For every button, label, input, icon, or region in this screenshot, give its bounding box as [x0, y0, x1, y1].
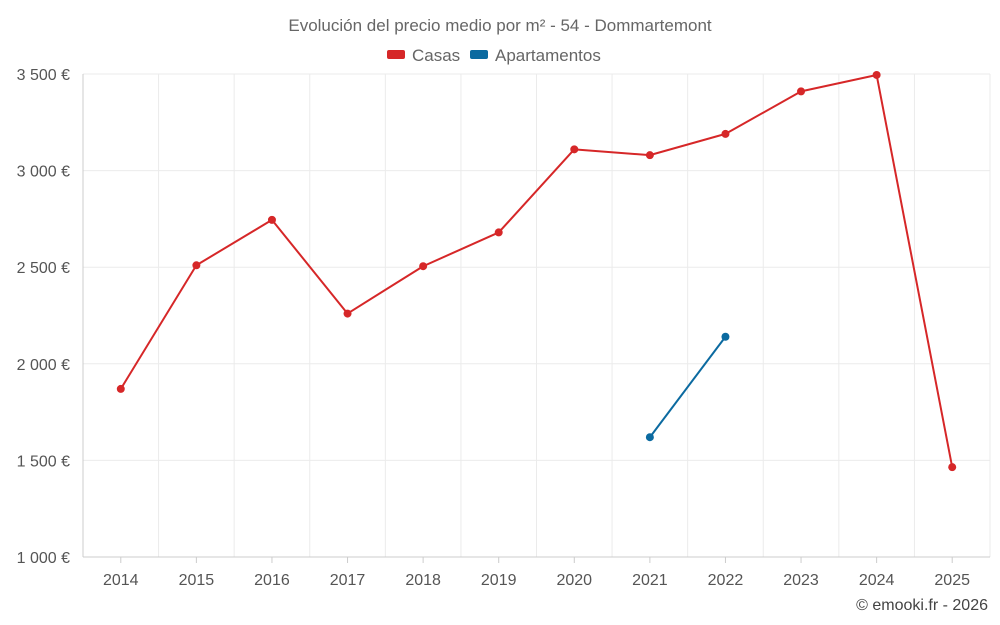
- x-tick-label: 2016: [254, 572, 290, 589]
- data-point-casas-2017[interactable]: [343, 309, 352, 318]
- data-point-casas-2022[interactable]: [721, 129, 730, 138]
- data-point-casas-2020[interactable]: [570, 145, 579, 154]
- x-tick-label: 2022: [708, 572, 744, 589]
- x-tick-label: 2015: [179, 572, 215, 589]
- x-tick-label: 2020: [556, 572, 592, 589]
- x-tick-label: 2024: [859, 572, 895, 589]
- y-tick-label: 2 000 €: [17, 357, 70, 374]
- legend: Casas Apartamentos: [387, 46, 601, 65]
- data-point-casas-2021[interactable]: [645, 151, 654, 160]
- data-point-casas-2016[interactable]: [267, 215, 276, 224]
- data-point-casas-2018[interactable]: [419, 262, 428, 271]
- axis-layer: 1 000 € 1 500 € 2 000 € 2 500 € 3 000 € 3 500…: [17, 67, 990, 589]
- data-point-apartamentos-2021[interactable]: [645, 433, 654, 442]
- data-point-apartamentos-2022[interactable]: [721, 332, 730, 341]
- credit-text: © emooki.fr - 2026: [856, 597, 988, 614]
- y-tick-label: 2 500 €: [17, 260, 70, 277]
- data-point-casas-2019[interactable]: [494, 228, 503, 237]
- series-layer: [116, 70, 957, 472]
- y-tick-label: 1 000 €: [17, 550, 70, 567]
- y-tick-label: 3 500 €: [17, 67, 70, 84]
- data-point-casas-2014[interactable]: [116, 384, 125, 393]
- grid-layer: [82, 73, 991, 557]
- x-tick-label: 2021: [632, 572, 668, 589]
- data-point-casas-2023[interactable]: [797, 87, 806, 96]
- legend-label-casas[interactable]: Casas: [412, 46, 460, 65]
- legend-label-apartamentos[interactable]: Apartamentos: [495, 46, 601, 65]
- data-point-casas-2025[interactable]: [948, 463, 957, 472]
- legend-swatch-casas: [387, 50, 405, 59]
- y-tick-label: 1 500 €: [17, 453, 70, 470]
- data-point-casas-2024[interactable]: [872, 70, 881, 79]
- x-tick-label: 2017: [330, 572, 366, 589]
- chart-title: Evolución del precio medio por m² - 54 -…: [288, 16, 712, 35]
- x-tick-label: 2018: [405, 572, 441, 589]
- x-tick-label: 2025: [934, 572, 970, 589]
- x-tick-label: 2019: [481, 572, 517, 589]
- series-line-apartamentos: [649, 336, 727, 438]
- legend-swatch-apartamentos: [470, 50, 488, 59]
- x-tick-label: 2023: [783, 572, 819, 589]
- y-tick-label: 3 000 €: [17, 164, 70, 181]
- x-tick-label: 2014: [103, 572, 139, 589]
- data-point-casas-2015[interactable]: [192, 261, 201, 270]
- series-line-casas: [119, 73, 954, 468]
